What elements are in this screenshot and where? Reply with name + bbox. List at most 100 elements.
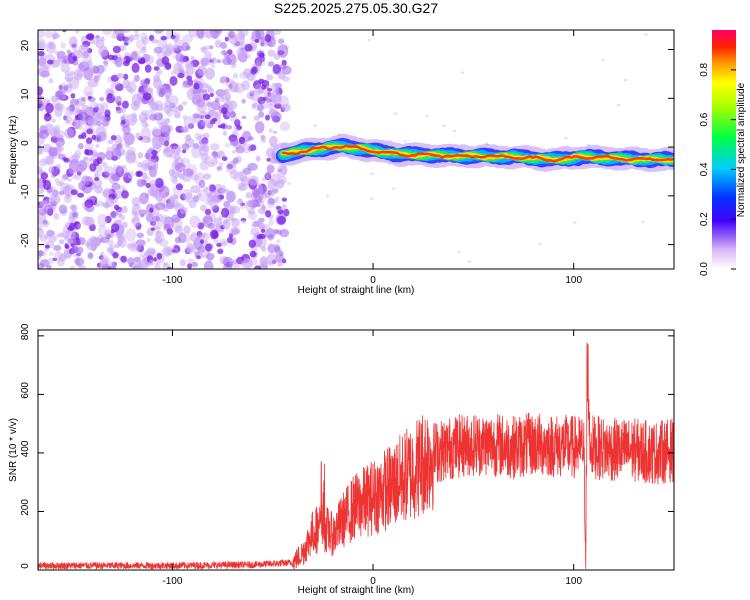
noise-speckle — [152, 112, 163, 121]
noise-speckle — [325, 195, 330, 198]
noise-speckle — [82, 40, 91, 48]
noise-speckle — [274, 180, 285, 189]
noise-speckle — [261, 177, 267, 182]
noise-speckle — [232, 259, 238, 265]
noise-speckle — [171, 145, 182, 156]
noise-speckle — [95, 35, 100, 39]
noise-speckle — [219, 95, 224, 99]
noise-speckle — [115, 231, 124, 239]
colorbar-tick-label: 0.4 — [699, 162, 710, 176]
noise-speckle — [160, 35, 167, 41]
noise-speckle — [95, 106, 100, 111]
noise-speckle — [98, 224, 107, 237]
colorbar: 0.0 0.2 0.4 0.6 0.8 Normalized spectral ampl… — [699, 30, 747, 276]
noise-speckle — [71, 43, 77, 48]
noise-speckle — [217, 187, 226, 194]
noise-speckle — [209, 92, 214, 98]
noise-speckle — [137, 161, 144, 168]
noise-speckle — [109, 261, 117, 269]
noise-speckle — [102, 162, 108, 169]
noise-speckle — [100, 101, 109, 111]
noise-speckle — [173, 194, 179, 200]
noise-speckle — [141, 36, 150, 45]
noise-speckle — [76, 252, 81, 257]
noise-speckle — [44, 196, 50, 201]
noise-speckle — [155, 231, 162, 238]
noise-speckle — [80, 68, 85, 72]
noise-speckle — [134, 55, 142, 61]
noise-speckle — [244, 43, 253, 52]
noise-speckle — [107, 93, 113, 100]
noise-speckle — [228, 84, 233, 89]
noise-speckle — [94, 172, 100, 178]
noise-speckle — [221, 240, 228, 247]
noise-speckle — [151, 103, 159, 112]
noise-speckle — [134, 74, 140, 82]
noise-speckle — [133, 30, 139, 34]
noise-speckle — [38, 41, 45, 50]
noise-speckle — [182, 80, 194, 88]
noise-speckle — [125, 228, 137, 242]
noise-speckle — [121, 120, 126, 125]
noise-speckle — [159, 87, 166, 95]
noise-speckle — [274, 245, 281, 253]
noise-speckle — [105, 150, 114, 161]
noise-speckle — [138, 180, 146, 187]
noise-speckle — [231, 150, 237, 154]
noise-speckle — [263, 90, 270, 99]
noise-speckle — [616, 103, 621, 107]
noise-speckle — [69, 222, 76, 231]
noise-speckle — [117, 239, 123, 246]
noise-speckle — [122, 113, 128, 119]
noise-speckle — [234, 119, 240, 125]
noise-speckle — [76, 246, 84, 254]
noise-speckle — [260, 41, 265, 47]
noise-speckle — [167, 196, 176, 206]
noise-speckle — [63, 85, 69, 91]
noise-speckles — [38, 30, 648, 269]
noise-speckle — [179, 206, 188, 214]
noise-speckle — [256, 218, 263, 226]
noise-speckle — [38, 99, 43, 105]
noise-speckle — [146, 137, 152, 143]
snr-xtick-label: 100 — [565, 576, 582, 587]
noise-speckle — [38, 250, 45, 257]
noise-speckle — [211, 56, 217, 61]
noise-speckle — [196, 255, 201, 259]
noise-speckle — [203, 260, 214, 269]
noise-speckle — [172, 53, 181, 60]
noise-speckle — [181, 143, 190, 151]
noise-speckle — [133, 98, 142, 109]
noise-speckle — [162, 246, 173, 257]
noise-speckle — [135, 245, 145, 252]
noise-speckle — [164, 62, 172, 70]
noise-speckle — [251, 187, 261, 198]
noise-speckle — [109, 211, 118, 220]
noise-speckle — [248, 239, 256, 248]
noise-speckle — [177, 72, 185, 79]
noise-speckle — [77, 192, 85, 198]
snr-panel: -100 0 100 0 200 400 600 800 Height of straight… — [8, 323, 675, 596]
noise-speckle — [141, 172, 148, 179]
noise-speckle — [267, 49, 276, 57]
noise-speckle — [86, 128, 93, 135]
noise-speckle — [207, 105, 216, 112]
noise-speckle — [128, 34, 135, 42]
noise-speckle — [153, 46, 163, 54]
noise-speckle — [268, 128, 273, 133]
noise-speckle — [259, 40, 269, 47]
noise-speckle — [223, 88, 230, 95]
noise-speckle — [213, 217, 223, 227]
noise-speckle — [241, 261, 247, 265]
noise-speckle — [193, 143, 200, 150]
noise-speckle — [183, 115, 195, 129]
noise-speckle — [269, 188, 276, 196]
noise-speckle — [86, 115, 98, 126]
noise-speckle — [56, 55, 63, 62]
noise-speckle — [141, 109, 148, 115]
noise-speckle — [38, 99, 43, 109]
noise-speckle — [209, 59, 214, 63]
noise-speckle — [564, 137, 568, 140]
noise-speckle — [173, 152, 181, 162]
noise-speckle — [73, 237, 81, 246]
